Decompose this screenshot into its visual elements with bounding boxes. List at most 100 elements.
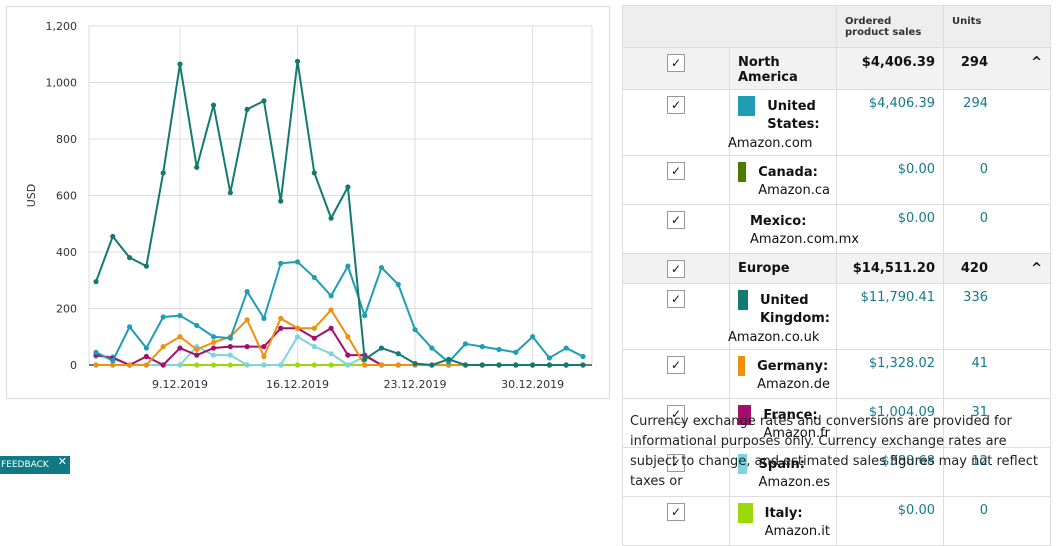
data-point[interactable] [496,362,502,368]
data-point[interactable] [210,352,217,358]
data-point[interactable] [328,307,334,313]
data-point[interactable] [210,102,217,108]
header-units[interactable]: Units [943,5,1051,48]
data-point[interactable] [261,344,267,350]
data-point[interactable] [227,335,233,341]
region-checkbox[interactable]: ✓ [667,260,685,278]
data-point[interactable] [311,362,317,368]
data-point[interactable] [294,58,301,64]
data-point[interactable] [429,345,435,351]
data-point[interactable] [462,341,469,347]
marketplace-checkbox[interactable]: ✓ [667,211,685,229]
data-point[interactable] [328,293,334,299]
data-point[interactable] [345,263,351,269]
data-point[interactable] [278,260,284,266]
marketplace-checkbox[interactable]: ✓ [667,290,685,308]
header-ordered-sales[interactable]: Ordered product sales [836,5,944,48]
data-point[interactable] [194,346,200,353]
data-point[interactable] [328,351,334,357]
data-point[interactable] [177,362,183,368]
data-point[interactable] [93,349,99,355]
data-point[interactable] [530,334,536,340]
feedback-button[interactable]: FEEDBACK ✕ [0,455,70,474]
data-point[interactable] [126,362,133,368]
data-point[interactable] [294,362,301,368]
data-point[interactable] [244,106,250,112]
data-point[interactable] [143,353,149,360]
data-point[interactable] [278,315,284,321]
data-point[interactable] [395,351,401,357]
data-point[interactable] [126,324,133,330]
data-point[interactable] [227,352,233,358]
data-point[interactable] [311,325,317,331]
data-point[interactable] [546,362,553,368]
region-checkbox[interactable]: ✓ [667,54,685,72]
data-point[interactable] [244,317,250,323]
close-icon[interactable]: ✕ [57,455,67,468]
marketplace-checkbox[interactable]: ✓ [667,503,685,521]
data-point[interactable] [479,344,485,350]
data-point[interactable] [362,356,368,362]
marketplace-checkbox[interactable]: ✓ [667,96,685,114]
data-point[interactable] [210,334,217,340]
data-point[interactable] [126,255,133,261]
data-point[interactable] [143,345,149,351]
data-point[interactable] [177,312,183,319]
data-point[interactable] [177,61,183,67]
data-point[interactable] [210,339,217,345]
data-point[interactable] [580,353,586,360]
marketplace-checkbox[interactable]: ✓ [667,356,685,374]
data-point[interactable] [513,349,519,355]
data-point[interactable] [210,345,217,351]
data-point[interactable] [177,334,183,340]
data-point[interactable] [294,325,301,331]
data-point[interactable] [194,164,200,170]
data-point[interactable] [412,360,418,367]
data-point[interactable] [462,362,469,368]
data-point[interactable] [479,362,485,368]
data-point[interactable] [345,334,351,340]
data-point[interactable] [93,279,99,285]
data-point[interactable] [563,362,569,368]
data-point[interactable] [362,362,368,368]
data-point[interactable] [194,352,200,358]
data-point[interactable] [311,274,317,281]
data-point[interactable] [311,335,317,341]
data-point[interactable] [412,327,418,333]
data-point[interactable] [311,344,317,350]
data-point[interactable] [294,259,301,265]
data-point[interactable] [563,345,569,351]
marketplace-checkbox[interactable]: ✓ [667,454,685,472]
data-point[interactable] [194,362,200,368]
data-point[interactable] [429,362,435,368]
data-point[interactable] [177,345,183,351]
data-point[interactable] [160,344,166,350]
data-point[interactable] [110,362,116,368]
data-point[interactable] [110,233,116,240]
data-point[interactable] [530,362,536,368]
data-point[interactable] [513,362,519,368]
data-point[interactable] [261,353,267,360]
data-point[interactable] [143,362,149,368]
data-point[interactable] [227,190,233,196]
data-point[interactable] [345,352,351,358]
data-point[interactable] [160,314,166,320]
data-point[interactable] [227,344,233,350]
data-point[interactable] [93,362,99,368]
data-point[interactable] [378,345,385,351]
data-point[interactable] [278,325,284,331]
data-point[interactable] [227,362,233,368]
data-point[interactable] [244,344,250,350]
data-point[interactable] [261,362,267,368]
data-point[interactable] [261,315,267,321]
data-point[interactable] [194,322,200,329]
marketplace-checkbox[interactable]: ✓ [667,405,685,423]
data-point[interactable] [160,170,166,176]
data-point[interactable] [328,362,334,368]
collapse-caret-icon[interactable]: ^ [1031,261,1042,276]
data-point[interactable] [244,288,250,295]
data-point[interactable] [143,263,149,269]
data-point[interactable] [311,170,317,176]
data-point[interactable] [446,356,452,362]
data-point[interactable] [278,362,284,368]
